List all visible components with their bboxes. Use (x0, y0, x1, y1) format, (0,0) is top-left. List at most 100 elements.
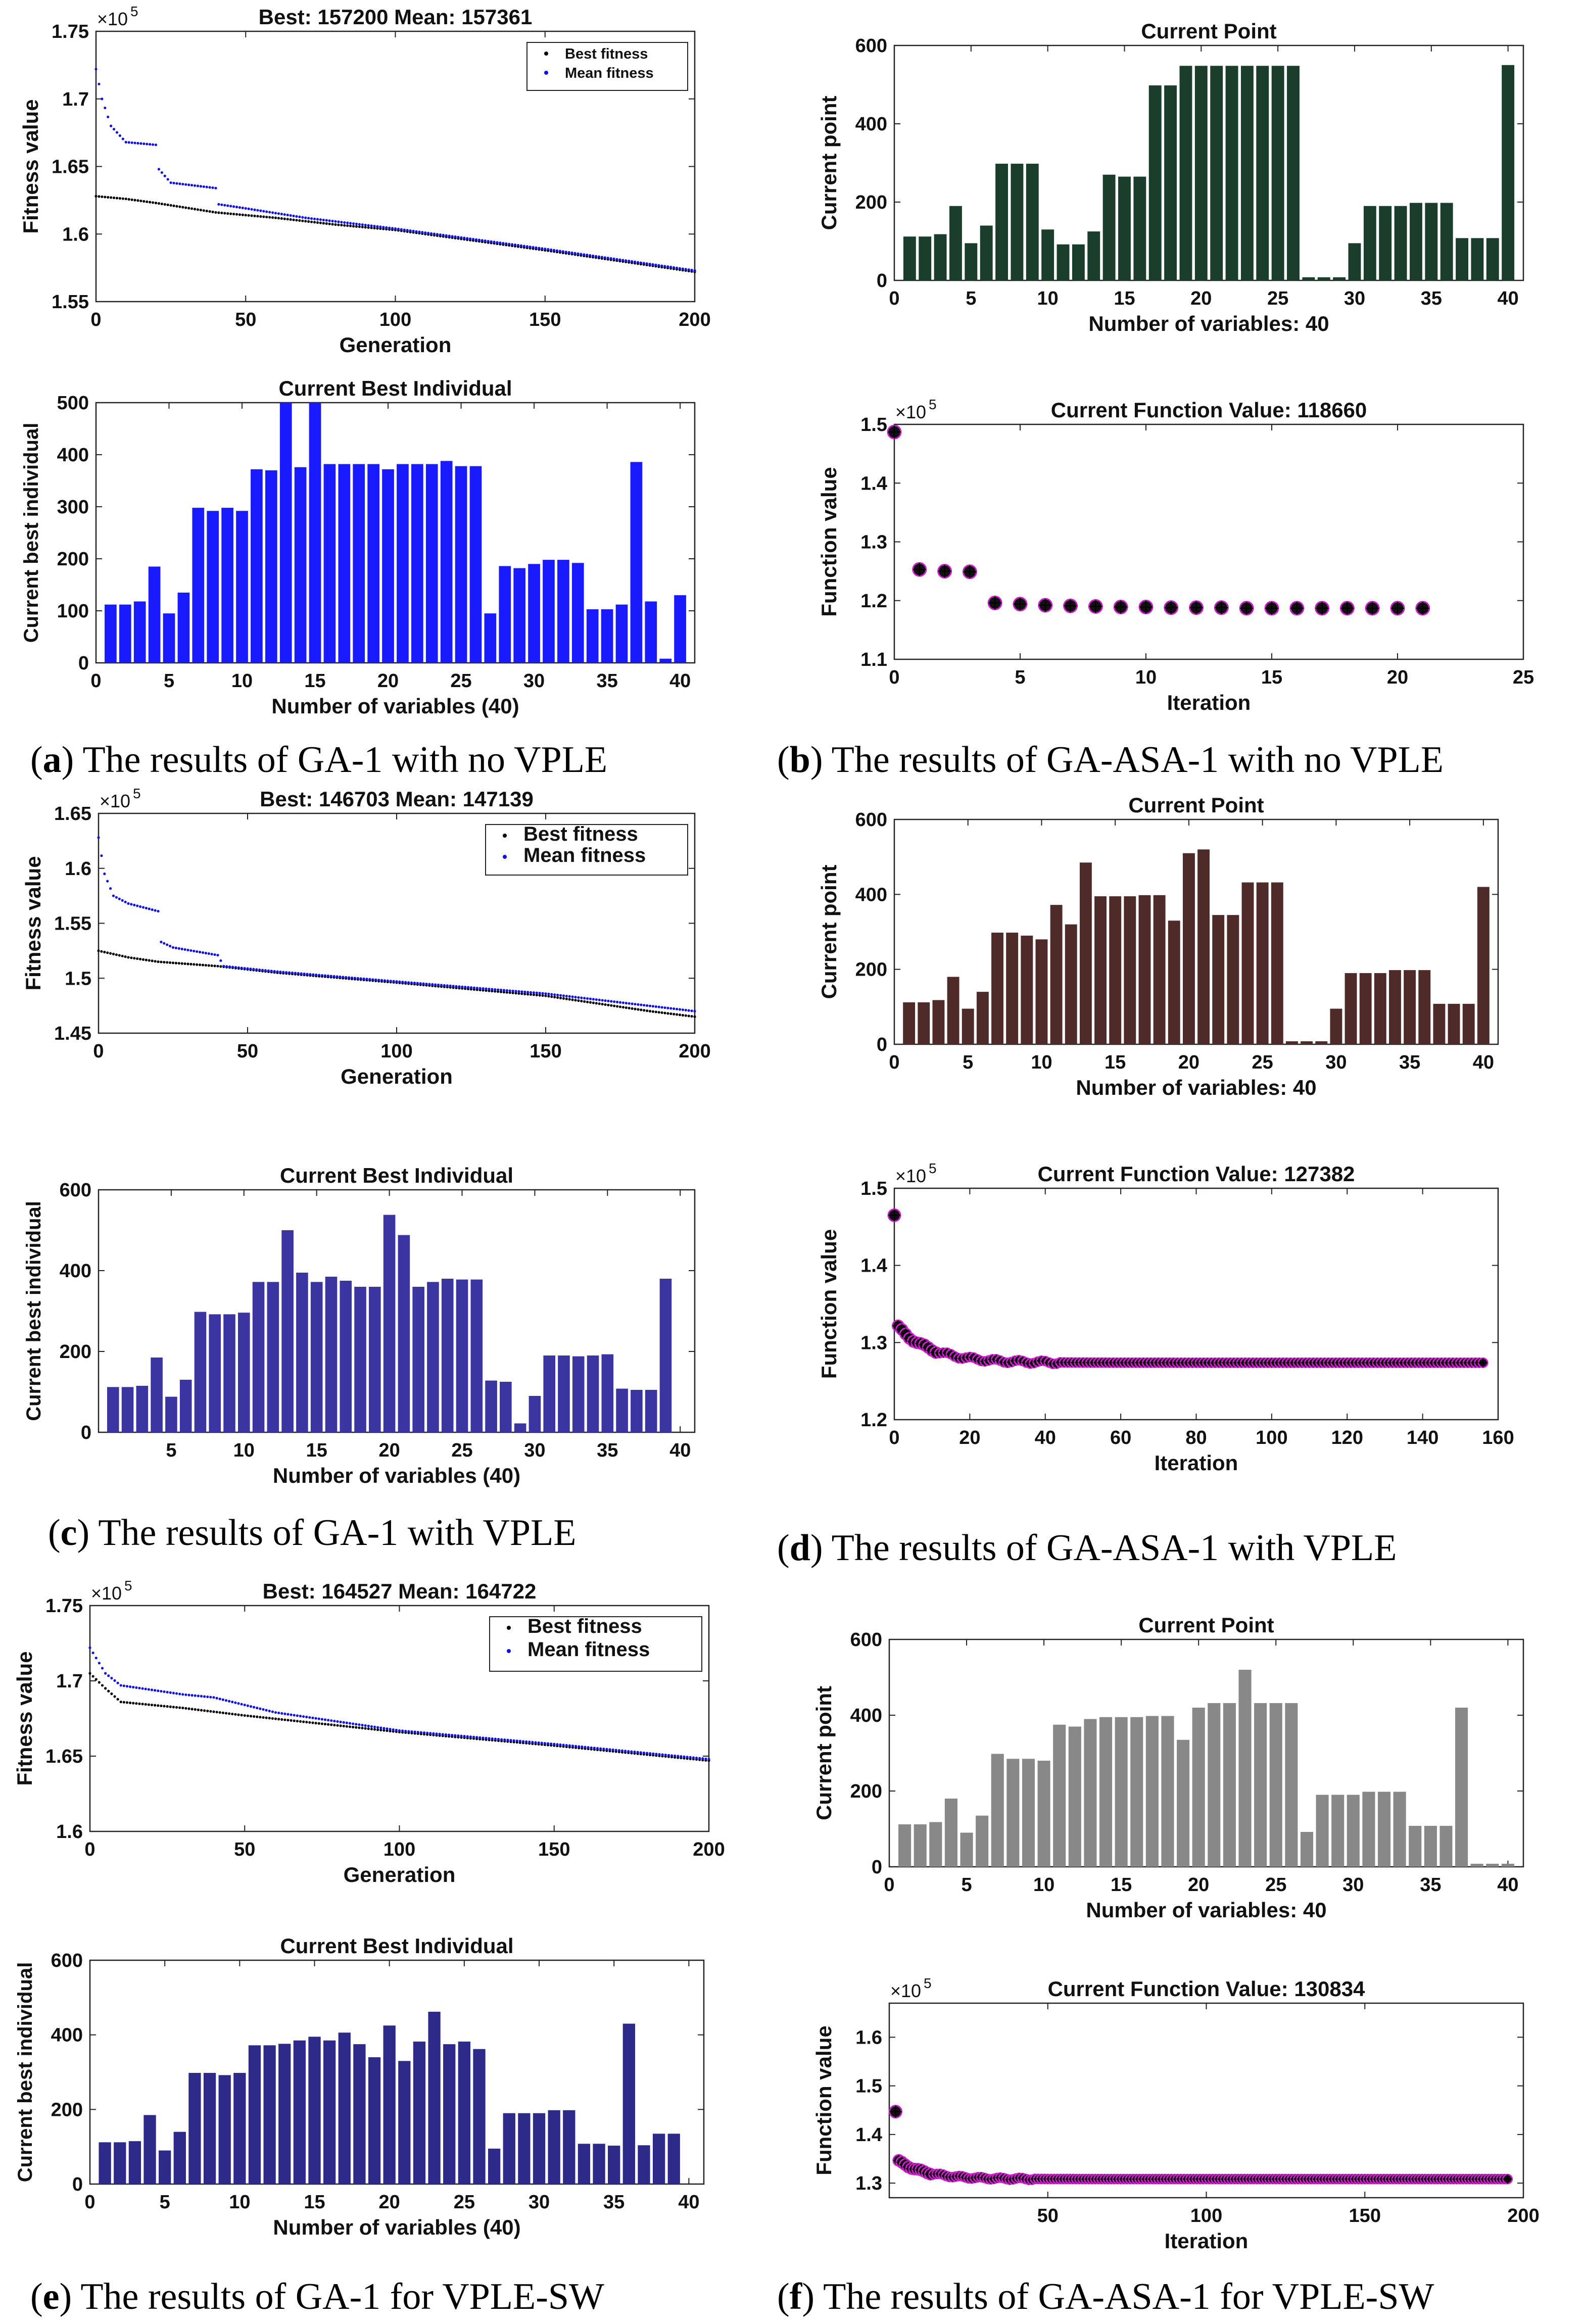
caption-text: The results of GA-ASA-1 for VPLE-SW (814, 2276, 1434, 2317)
fitness-point (469, 237, 472, 240)
y-exponent-base: ×10 (890, 1980, 921, 2001)
fitness-point (97, 949, 100, 952)
y-tick-label: 400 (855, 884, 887, 905)
fitness-point (171, 946, 175, 949)
x-axis-label: Number of variables (40) (273, 2215, 520, 2239)
x-tick-label: 150 (538, 1839, 570, 1860)
fitness-point (686, 1756, 689, 1759)
fitness-point (141, 1703, 144, 1706)
bar (645, 601, 657, 663)
bar (114, 2142, 126, 2184)
fitness-point (234, 966, 237, 969)
y-tick-label: 1.75 (52, 21, 89, 42)
x-tick-label: 200 (679, 1041, 710, 1062)
fitness-point (130, 198, 133, 201)
bar (514, 1423, 526, 1432)
fitness-point (122, 1684, 125, 1687)
iteration-marker-cross (1089, 600, 1102, 613)
bar (1006, 1759, 1020, 1867)
fitness-point (516, 244, 520, 247)
y-tick-label: 1.4 (855, 2124, 882, 2146)
fitness-point (256, 1715, 259, 1718)
fitness-point (313, 217, 316, 220)
fitness-point (654, 1005, 657, 1008)
fitness-point (401, 1729, 404, 1732)
fitness-point (190, 183, 194, 187)
bar (209, 1314, 221, 1432)
fitness-point (320, 974, 324, 977)
fitness-point (655, 1753, 658, 1756)
fitness-point (376, 227, 379, 230)
fitness-point (670, 1754, 674, 1757)
fitness-point (562, 994, 565, 997)
fitness-point (669, 1007, 673, 1010)
bar (1035, 939, 1048, 1044)
fitness-point (568, 998, 571, 1001)
fitness-point (435, 1732, 438, 1735)
x-tick-label: 80 (1185, 1427, 1207, 1448)
caption-b: (b) The results of GA-ASA-1 with no VPLE (777, 739, 1444, 781)
fitness-point (598, 998, 601, 1001)
fitness-point (181, 206, 184, 209)
fitness-point (255, 968, 258, 971)
fitness-point (157, 909, 160, 913)
fitness-point (472, 1735, 475, 1738)
y-tick-label: 600 (850, 1629, 882, 1651)
fitness-point (172, 1691, 175, 1694)
fitness-point (514, 992, 517, 995)
bar (557, 560, 569, 663)
bar (223, 1314, 235, 1432)
fitness-point (512, 1739, 515, 1742)
fitness-point (118, 897, 121, 900)
bar (543, 1355, 555, 1432)
fitness-point (271, 211, 274, 214)
fitness-point (379, 227, 382, 230)
fitness-point (684, 1014, 687, 1017)
y-exponent-power: 5 (929, 1160, 937, 1176)
bar (383, 1215, 396, 1432)
fitness-point (663, 1006, 666, 1009)
bar (1404, 970, 1416, 1044)
fitness-point (106, 951, 109, 954)
fitness-point (213, 953, 216, 956)
fitness-point (502, 991, 506, 994)
fitness-point (101, 1684, 104, 1687)
fitness-point (286, 218, 289, 221)
fitness-point (107, 1674, 110, 1677)
fitness-point (403, 228, 406, 231)
fitness-point (323, 1722, 327, 1726)
bar (179, 1380, 192, 1432)
fitness-point (605, 1748, 608, 1751)
y-exponent-base: ×10 (895, 402, 926, 422)
x-tick-label: 0 (889, 1052, 899, 1073)
bar (659, 658, 672, 663)
fitness-point (660, 1006, 663, 1009)
bar (353, 2044, 366, 2184)
fitness-point (556, 996, 559, 999)
bar (518, 2113, 531, 2184)
x-tick-label: 20 (959, 1427, 980, 1448)
fitness-point (624, 1750, 627, 1753)
bar (503, 2113, 515, 2184)
fitness-point (651, 263, 654, 266)
fitness-point (180, 947, 183, 950)
fitness-point (391, 227, 394, 230)
fitness-point (110, 196, 113, 199)
bar (203, 2072, 216, 2184)
iteration-marker-cross (1340, 601, 1354, 615)
legend-marker (503, 834, 507, 838)
fitness-point (474, 238, 478, 241)
fitness-point (477, 238, 481, 241)
bar (1072, 244, 1085, 280)
fitness-point (124, 900, 127, 903)
fitness-point (601, 1002, 604, 1006)
fitness-point (136, 199, 139, 202)
fitness-point (339, 975, 342, 979)
fitness-point (634, 1002, 637, 1006)
fitness-point (577, 252, 580, 255)
fitness-point (229, 212, 232, 215)
bar (1456, 238, 1468, 280)
fitness-point (249, 967, 252, 971)
fitness-point (94, 195, 98, 198)
fitness-point (205, 185, 208, 188)
